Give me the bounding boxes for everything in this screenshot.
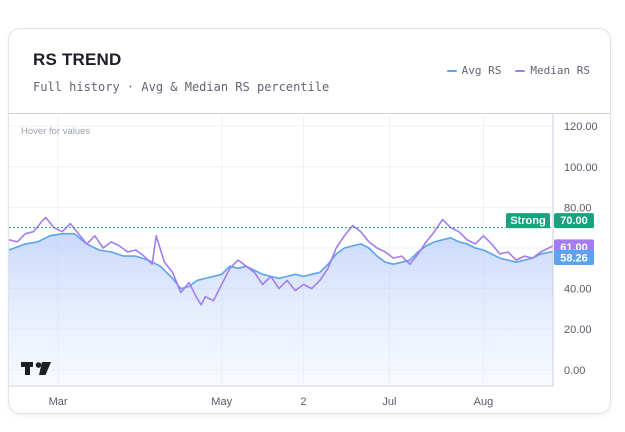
legend-label-median-rs: Median RS (530, 64, 590, 77)
y-tick-label: 20.00 (564, 324, 592, 336)
series-lines (9, 216, 554, 306)
legend-item-median-rs[interactable]: Median RS (515, 64, 590, 77)
legend-swatch-median-rs (515, 69, 526, 72)
x-tick-label: Mar (49, 396, 68, 408)
x-tick-label: 2 (300, 396, 306, 408)
hover-hint: Hover for values (21, 126, 90, 137)
avg-rs-last-value: 58.26 (560, 252, 588, 264)
y-tick-label: 0.00 (564, 365, 585, 377)
y-tick-label: 100.00 (564, 162, 598, 174)
avg-rs-line (9, 232, 554, 290)
x-axis-labels: Mar May 2 Jul Aug (49, 396, 494, 408)
legend-item-avg-rs[interactable]: Avg RS (446, 64, 502, 77)
card-title: RS TREND (33, 50, 122, 69)
legend-swatch-avg-rs (446, 69, 457, 72)
strong-value-badge (554, 213, 594, 229)
strong-value-text: 70.00 (560, 215, 588, 227)
x-tick-label: May (211, 396, 232, 408)
card-subtitle: Full history · Avg & Median RS percentil… (33, 80, 330, 94)
rs-trend-card: RS TREND Full history · Avg & Median RS … (8, 28, 611, 414)
strong-label-badge (506, 213, 550, 229)
x-tick-label: Jul (382, 396, 396, 408)
legend-label-avg-rs: Avg RS (461, 64, 502, 77)
strong-label-text: Strong (510, 215, 545, 227)
avg-rs-last-badge (554, 249, 594, 265)
x-tick-label: Aug (474, 396, 494, 408)
y-tick-label: 40.00 (564, 284, 592, 296)
avg-rs-area-fill (9, 233, 553, 386)
y-tick-label: 80.00 (564, 202, 592, 214)
tradingview-logo-icon[interactable] (21, 362, 51, 375)
median-rs-line (9, 216, 554, 306)
chart-legend: Avg RS Median RS (446, 64, 590, 77)
y-tick-label: 120.00 (564, 121, 598, 133)
